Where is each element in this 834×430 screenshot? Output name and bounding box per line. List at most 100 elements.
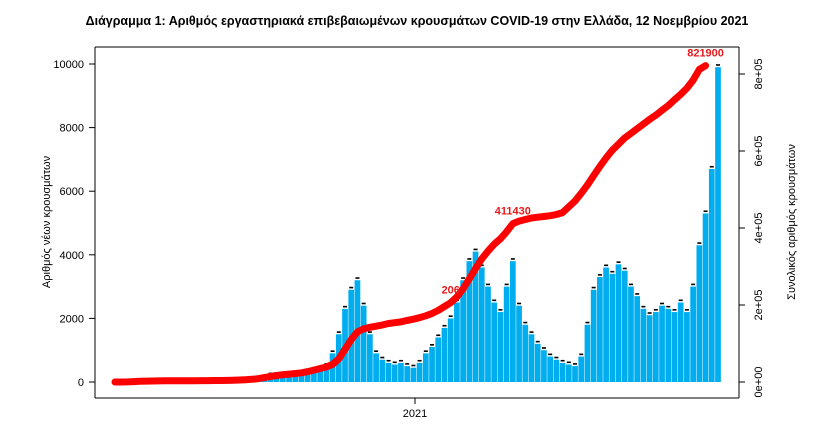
y-axis-label-left: Αριθμός νέων κρουσμάτων <box>41 155 53 288</box>
daily-cases-bar <box>665 309 671 382</box>
bar-value-label <box>418 360 422 362</box>
daily-cases-bar <box>535 344 541 382</box>
bar-value-label <box>399 360 403 362</box>
daily-cases-bar <box>591 290 597 382</box>
daily-cases-bar <box>448 318 454 382</box>
bar-value-label <box>405 363 409 365</box>
right-axis-tick-label: 0e+00 <box>753 367 765 398</box>
daily-cases-bar <box>516 306 522 382</box>
bar-value-label <box>530 331 534 333</box>
bar-value-label <box>641 306 645 308</box>
daily-cases-bar <box>684 312 690 382</box>
bar-value-label <box>542 347 546 349</box>
bar-value-label <box>393 362 397 364</box>
bar-value-label <box>387 360 391 362</box>
daily-cases-bar <box>423 353 429 382</box>
daily-cases-bar <box>653 312 659 382</box>
bar-value-label <box>585 322 589 324</box>
cumulative-annotation: 821900 <box>687 48 724 60</box>
daily-cases-bar <box>554 360 560 382</box>
daily-cases-bar <box>690 287 696 382</box>
bar-value-label <box>623 268 627 270</box>
daily-cases-bar <box>585 325 591 382</box>
daily-cases-bar <box>442 328 448 382</box>
daily-cases-bar <box>435 337 441 382</box>
bar-value-label <box>617 261 621 263</box>
bar-value-label <box>511 258 515 260</box>
daily-cases-bar <box>678 303 684 383</box>
daily-cases-bar <box>628 287 634 382</box>
daily-cases-bar <box>672 312 678 382</box>
bar-value-label <box>567 362 571 364</box>
bar-value-label <box>610 271 614 273</box>
daily-cases-bar <box>379 360 385 382</box>
daily-cases-bar <box>454 303 460 383</box>
bar-value-label <box>362 303 366 305</box>
daily-cases-bar <box>498 312 504 382</box>
bar-value-label <box>660 303 664 305</box>
daily-cases-bar <box>392 365 398 382</box>
bar-value-label <box>523 322 527 324</box>
bar-value-label <box>492 300 496 302</box>
bar-value-label <box>430 344 434 346</box>
right-axis: 0e+00 2e+05 4e+05 6e+05 8e+05 <box>739 59 765 398</box>
left-axis-tick-label: 4000 <box>60 250 84 262</box>
daily-cases-bar <box>541 350 547 382</box>
daily-cases-bar <box>529 334 535 382</box>
bar-value-label <box>517 303 521 305</box>
x-axis: 2021 <box>403 398 427 420</box>
daily-cases-bar <box>404 366 410 382</box>
bar-value-label <box>598 274 602 276</box>
bar-value-label <box>579 354 583 356</box>
daily-cases-bar <box>411 368 417 382</box>
daily-cases-bar <box>703 213 709 382</box>
daily-cases-bar <box>566 365 572 382</box>
chart-title: Διάγραμμα 1: Αριθμός εργαστηριακά επιβεβ… <box>86 14 749 28</box>
bar-value-label <box>691 284 695 286</box>
daily-cases-bar <box>616 264 622 382</box>
daily-cases-bar <box>361 306 367 382</box>
bar-value-label <box>679 300 683 302</box>
bar-value-label <box>592 287 596 289</box>
bar-value-label <box>411 365 415 367</box>
bar-value-label <box>654 309 658 311</box>
left-axis: 0 2000 4000 6000 8000 10000 <box>53 59 95 389</box>
daily-cases-bar <box>522 325 528 382</box>
bar-value-label <box>710 166 714 168</box>
bar-value-label <box>498 309 502 311</box>
bar-value-label <box>442 325 446 327</box>
bar-value-label <box>672 309 676 311</box>
daily-cases-bar <box>417 363 423 382</box>
right-axis-tick-label: 8e+05 <box>753 59 765 90</box>
bar-value-label <box>436 334 440 336</box>
bar-value-label <box>629 284 633 286</box>
bar-value-label <box>554 357 558 359</box>
daily-cases-bar <box>603 268 609 382</box>
bar-value-label <box>685 309 689 311</box>
daily-cases-bar <box>597 277 603 382</box>
bar-value-label <box>716 64 720 66</box>
daily-cases-bars <box>118 67 721 382</box>
bar-value-label <box>461 277 465 279</box>
left-axis-tick-label: 0 <box>78 377 84 389</box>
daily-cases-bar <box>485 287 491 382</box>
daily-cases-bar <box>622 271 628 382</box>
bar-value-label <box>561 360 565 362</box>
daily-cases-bar <box>715 67 721 382</box>
daily-cases-bar <box>510 261 516 382</box>
daily-cases-bar <box>659 306 665 382</box>
bar-value-label <box>424 350 428 352</box>
bar-value-label <box>548 354 552 356</box>
bar-value-label <box>349 287 353 289</box>
daily-cases-bar <box>386 363 392 382</box>
daily-cases-bar <box>696 245 702 382</box>
left-axis-tick-label: 10000 <box>53 59 84 71</box>
bar-value-label <box>380 357 384 359</box>
daily-cases-bar <box>398 363 404 382</box>
bar-value-label <box>648 312 652 314</box>
bar-value-label <box>704 210 708 212</box>
y-axis-label-right: Συνολικός αριθμός κρουσμάτων <box>786 144 798 300</box>
bar-value-label <box>337 331 341 333</box>
bar-value-label <box>467 258 471 260</box>
